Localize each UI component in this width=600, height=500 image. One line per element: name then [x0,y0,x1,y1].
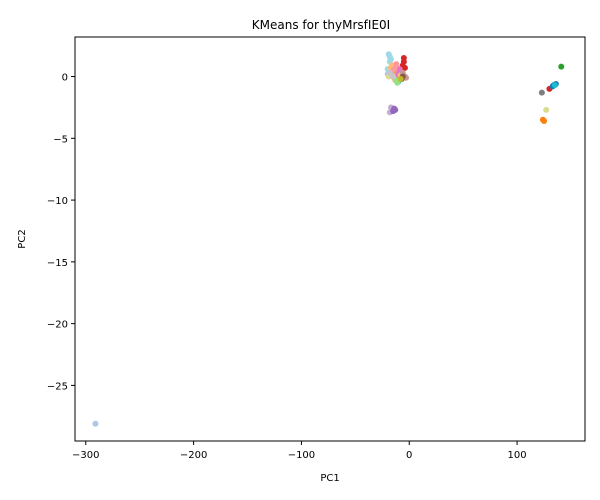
scatter-points [92,51,565,427]
plot-frame [74,36,586,442]
y-tick-label: −15 [47,258,68,269]
data-point [393,61,400,68]
data-point [391,66,398,73]
data-point [92,420,99,427]
data-point [538,89,545,96]
y-tick-label: −25 [47,381,68,392]
x-axis-ticks: −300 −200 −100 0 100 [72,441,527,461]
x-tick-label: −100 [288,450,315,461]
y-tick-label: −5 [53,134,68,145]
x-axis-label: PC1 [320,473,339,484]
data-point [397,76,404,83]
data-point [392,106,399,113]
y-axis-ticks: 0 −5 −10 −15 −20 −25 [47,73,75,392]
x-tick-label: 0 [406,450,412,461]
data-point [390,73,397,80]
data-point [558,63,565,70]
x-tick-label: 100 [508,450,527,461]
y-tick-label: 0 [62,73,68,84]
y-axis-label: PC2 [17,229,28,248]
data-point [541,118,548,125]
x-tick-label: −300 [72,450,99,461]
data-point [551,82,558,89]
chart-title: KMeans for thyMrsfIE0I [252,18,390,32]
data-point [543,106,550,113]
y-tick-label: −10 [47,196,68,207]
x-tick-label: −200 [180,450,207,461]
data-point [401,64,408,71]
y-tick-label: −20 [47,320,68,331]
